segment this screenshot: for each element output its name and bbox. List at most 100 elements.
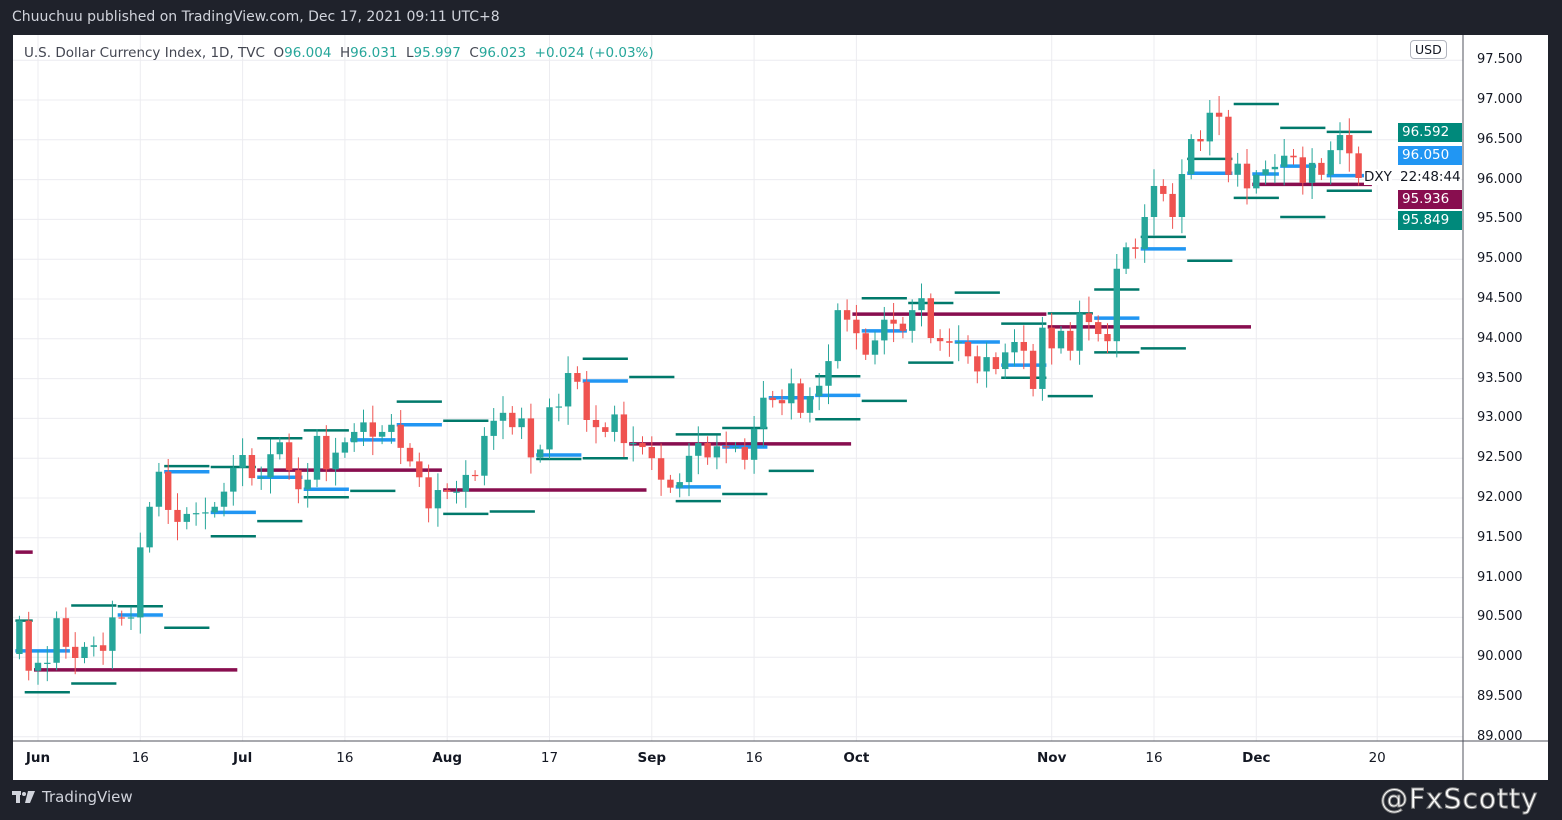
- y-tick-label: 97.000: [1477, 92, 1523, 107]
- candle-down: [118, 617, 125, 619]
- chart-panel[interactable]: [13, 35, 1548, 780]
- candle-down: [72, 646, 79, 658]
- y-tick-label: 93.000: [1477, 410, 1523, 426]
- candle-down: [1197, 139, 1204, 142]
- y-tick-label: 92.000: [1477, 490, 1523, 505]
- candle-up: [1039, 327, 1046, 389]
- candle-up: [304, 479, 311, 490]
- marks-layer: [15, 96, 1372, 694]
- candle-down: [1290, 155, 1297, 158]
- candle-up: [1150, 185, 1158, 218]
- candle-down: [778, 400, 786, 404]
- candle-down: [946, 341, 953, 343]
- change-value: +0.024 (+0.03%): [534, 45, 654, 61]
- candle-down: [992, 357, 1000, 370]
- candle-down: [62, 618, 70, 647]
- candle-down: [964, 341, 972, 357]
- currency-button[interactable]: USD: [1410, 40, 1447, 59]
- footer: TradingView: [12, 788, 133, 806]
- candle-down: [583, 381, 590, 420]
- candle-up: [453, 491, 460, 493]
- candle-up: [546, 407, 553, 450]
- candle-up: [1262, 169, 1269, 175]
- open-value: 96.004: [284, 45, 332, 61]
- candle-up: [555, 406, 562, 408]
- candle-up: [462, 474, 469, 492]
- watermark: @FxScotty: [1380, 782, 1539, 816]
- candle-down: [648, 447, 655, 459]
- candle-down: [853, 319, 860, 334]
- candle-up: [955, 341, 962, 344]
- price-badge-last: 96.050: [1398, 146, 1462, 165]
- candle-down: [174, 509, 181, 522]
- x-tick-label: Oct: [843, 750, 870, 766]
- close-label: C: [469, 45, 479, 61]
- y-tick-label: 89.000: [1477, 728, 1523, 744]
- y-tick-label: 96.000: [1477, 171, 1523, 187]
- candle-up: [1122, 247, 1130, 269]
- high-label: H: [340, 45, 351, 61]
- candle-down: [1048, 327, 1055, 349]
- candle-down: [1318, 162, 1325, 175]
- candle-up: [788, 383, 795, 404]
- candle-down: [444, 490, 451, 492]
- candle-up: [146, 506, 153, 548]
- candle-down: [620, 414, 628, 444]
- candle-up: [1327, 150, 1334, 175]
- candle-down: [927, 298, 934, 339]
- candle-down: [769, 397, 776, 401]
- y-tick-label: 93.500: [1477, 370, 1523, 386]
- candle-down: [323, 435, 330, 470]
- candle-up: [834, 310, 841, 362]
- candle-down: [1299, 157, 1306, 183]
- candle-down: [397, 424, 404, 448]
- candle-up: [267, 454, 274, 478]
- candle-up: [918, 298, 925, 311]
- candle-down: [657, 458, 665, 480]
- candle-up: [760, 397, 767, 429]
- candle-up: [258, 477, 265, 479]
- candle-up: [81, 646, 88, 658]
- candle-down: [416, 461, 423, 478]
- y-tick-label: 91.500: [1477, 529, 1523, 545]
- candle-up: [481, 435, 488, 476]
- candle-up: [695, 443, 702, 456]
- candle-down: [248, 455, 256, 479]
- candle-up: [630, 443, 637, 445]
- candle-down: [165, 471, 172, 510]
- candle-down: [639, 443, 646, 448]
- candle-down: [1029, 350, 1037, 389]
- candle-down: [295, 470, 302, 490]
- candle-up: [1234, 163, 1241, 175]
- candle-up: [313, 435, 321, 480]
- high-value: 96.031: [350, 45, 398, 61]
- candle-up: [1188, 139, 1195, 175]
- candle-down: [862, 333, 869, 355]
- candle-down: [936, 338, 944, 342]
- candle-up: [499, 412, 507, 421]
- candle-up: [434, 490, 442, 509]
- tradingview-logo-icon: [12, 791, 35, 803]
- candle-up: [53, 618, 60, 663]
- candle-down: [1160, 185, 1167, 194]
- candle-down: [843, 310, 851, 320]
- x-tick-label: Jun: [25, 750, 51, 766]
- candle-down: [974, 356, 981, 372]
- candle-up: [1002, 352, 1009, 370]
- candle-up: [881, 319, 888, 341]
- candle-up: [239, 455, 246, 468]
- candle-down: [704, 443, 711, 458]
- y-tick-label: 90.000: [1477, 649, 1523, 665]
- y-tick-label: 96.500: [1477, 131, 1523, 147]
- candle-up: [676, 482, 683, 488]
- price-badge-pivot-low: 95.849: [1398, 211, 1462, 230]
- candle-down: [667, 479, 674, 488]
- candle-down: [592, 419, 600, 428]
- candle-up: [1336, 135, 1344, 151]
- candle-up: [983, 357, 990, 372]
- candle-down: [1225, 116, 1232, 175]
- candle-up: [1253, 174, 1260, 189]
- x-tick-label: Dec: [1242, 750, 1271, 766]
- candle-up: [825, 361, 832, 386]
